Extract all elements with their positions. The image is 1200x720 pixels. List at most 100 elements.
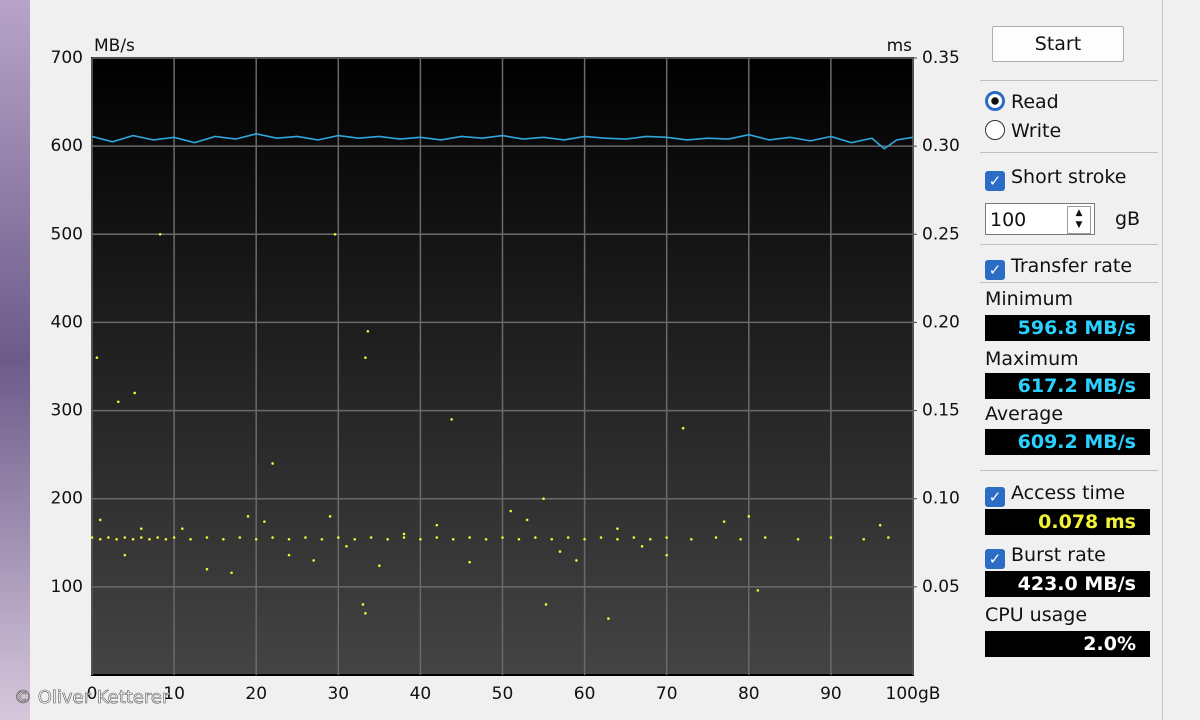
transfer-rate-label: Transfer rate	[1011, 255, 1133, 277]
access-point	[333, 232, 337, 236]
access-point	[450, 418, 453, 421]
access-point	[435, 536, 439, 539]
access-point	[607, 617, 610, 620]
access-point	[386, 537, 389, 541]
cpu-usage-value: 2.0%	[985, 631, 1150, 657]
burst-rate-value: 423.0 MB/s	[985, 571, 1150, 597]
x-tick-label: 80	[738, 684, 760, 704]
y2-tick-label: 0.05	[922, 577, 960, 597]
minimum-value: 596.8 MB/s	[985, 315, 1150, 341]
access-point	[164, 537, 168, 541]
access-point	[714, 536, 718, 539]
access-point	[550, 537, 554, 541]
y2-tick-label: 0.10	[922, 489, 960, 509]
access-time-label: Access time	[1011, 482, 1126, 504]
access-point	[862, 537, 866, 541]
x-tick-label: 90	[820, 684, 842, 704]
access-point	[287, 553, 291, 557]
access-point	[172, 536, 176, 539]
stroke-spinner[interactable]: 100 ▲ ▼	[985, 203, 1095, 235]
access-point	[665, 553, 668, 557]
separator	[980, 80, 1158, 81]
write-radio[interactable]: Write	[985, 120, 1061, 142]
y2-tick-label: 0.20	[922, 312, 960, 332]
transfer-rate-checkbox[interactable]: ✓ Transfer rate	[985, 255, 1132, 280]
access-point	[378, 564, 381, 568]
access-point	[525, 518, 529, 522]
radio-on	[985, 91, 1005, 111]
access-point	[287, 537, 291, 541]
burst-rate-checkbox[interactable]: ✓ Burst rate	[985, 544, 1106, 569]
access-point	[544, 603, 548, 606]
access-time-value: 0.078 ms	[985, 509, 1150, 535]
y-tick-label: 300	[51, 401, 83, 421]
access-point	[402, 536, 406, 539]
access-point	[131, 537, 135, 541]
y-tick-label: 200	[51, 489, 83, 509]
short-stroke-checkbox[interactable]: ✓ Short stroke	[985, 166, 1126, 191]
write-label: Write	[1011, 120, 1062, 142]
access-point	[501, 536, 504, 539]
access-point	[364, 356, 367, 359]
access-point	[616, 527, 619, 530]
y-tick-label: 700	[51, 48, 83, 68]
burst-rate-label: Burst rate	[1011, 544, 1106, 566]
access-point	[451, 537, 455, 541]
access-point	[230, 571, 233, 575]
transfer-line	[91, 132, 914, 150]
x-tick-label: 60	[574, 684, 596, 704]
access-point	[156, 536, 159, 539]
x-tick-label: 30	[327, 684, 349, 704]
access-point	[98, 537, 102, 541]
access-time-checkbox[interactable]: ✓ Access time	[985, 482, 1125, 507]
average-label: Average	[985, 403, 1064, 425]
access-point	[205, 567, 209, 571]
cpu-usage-label: CPU usage	[985, 604, 1088, 626]
short-stroke-label: Short stroke	[1011, 166, 1127, 188]
access-point	[337, 536, 340, 539]
access-point	[829, 536, 833, 539]
access-point	[402, 532, 406, 536]
access-point	[158, 232, 162, 236]
checkbox: ✓	[985, 171, 1005, 191]
radio-off	[985, 120, 1005, 140]
access-point	[133, 391, 136, 395]
read-radio[interactable]: Read	[985, 91, 1059, 113]
access-point	[222, 537, 225, 541]
maximum-label: Maximum	[985, 348, 1079, 370]
access-point	[468, 560, 471, 564]
minimum-label: Minimum	[985, 288, 1074, 310]
access-point	[739, 537, 742, 541]
access-point	[345, 545, 348, 548]
access-point	[312, 559, 315, 562]
start-button[interactable]: Start	[992, 26, 1124, 62]
x-tick-label: 50	[492, 684, 514, 704]
access-point	[116, 400, 120, 404]
checkbox: ✓	[985, 260, 1005, 280]
access-point	[95, 356, 99, 359]
access-point	[558, 550, 562, 553]
access-point	[690, 537, 693, 541]
checkbox: ✓	[985, 549, 1005, 569]
access-point	[887, 536, 890, 539]
average-value: 609.2 MB/s	[985, 429, 1150, 455]
y-axis-label: MB/s	[94, 36, 135, 56]
y-tick-label: 600	[51, 136, 83, 156]
stroke-size: 100	[990, 209, 1027, 231]
access-point	[640, 545, 644, 548]
spin-arrows[interactable]: ▲ ▼	[1067, 206, 1091, 234]
access-point	[328, 515, 332, 518]
x-tick-label: 20	[245, 684, 267, 704]
stroke-unit: gB	[1115, 208, 1141, 230]
x-tick-label: 70	[656, 684, 678, 704]
y2-tick-label: 0.15	[922, 401, 960, 421]
access-point	[419, 537, 422, 541]
y2-tick-label: 0.35	[922, 48, 960, 68]
access-point	[566, 536, 570, 539]
access-point	[107, 536, 110, 539]
access-point	[254, 537, 258, 541]
access-point	[98, 518, 102, 522]
access-point	[665, 536, 668, 539]
